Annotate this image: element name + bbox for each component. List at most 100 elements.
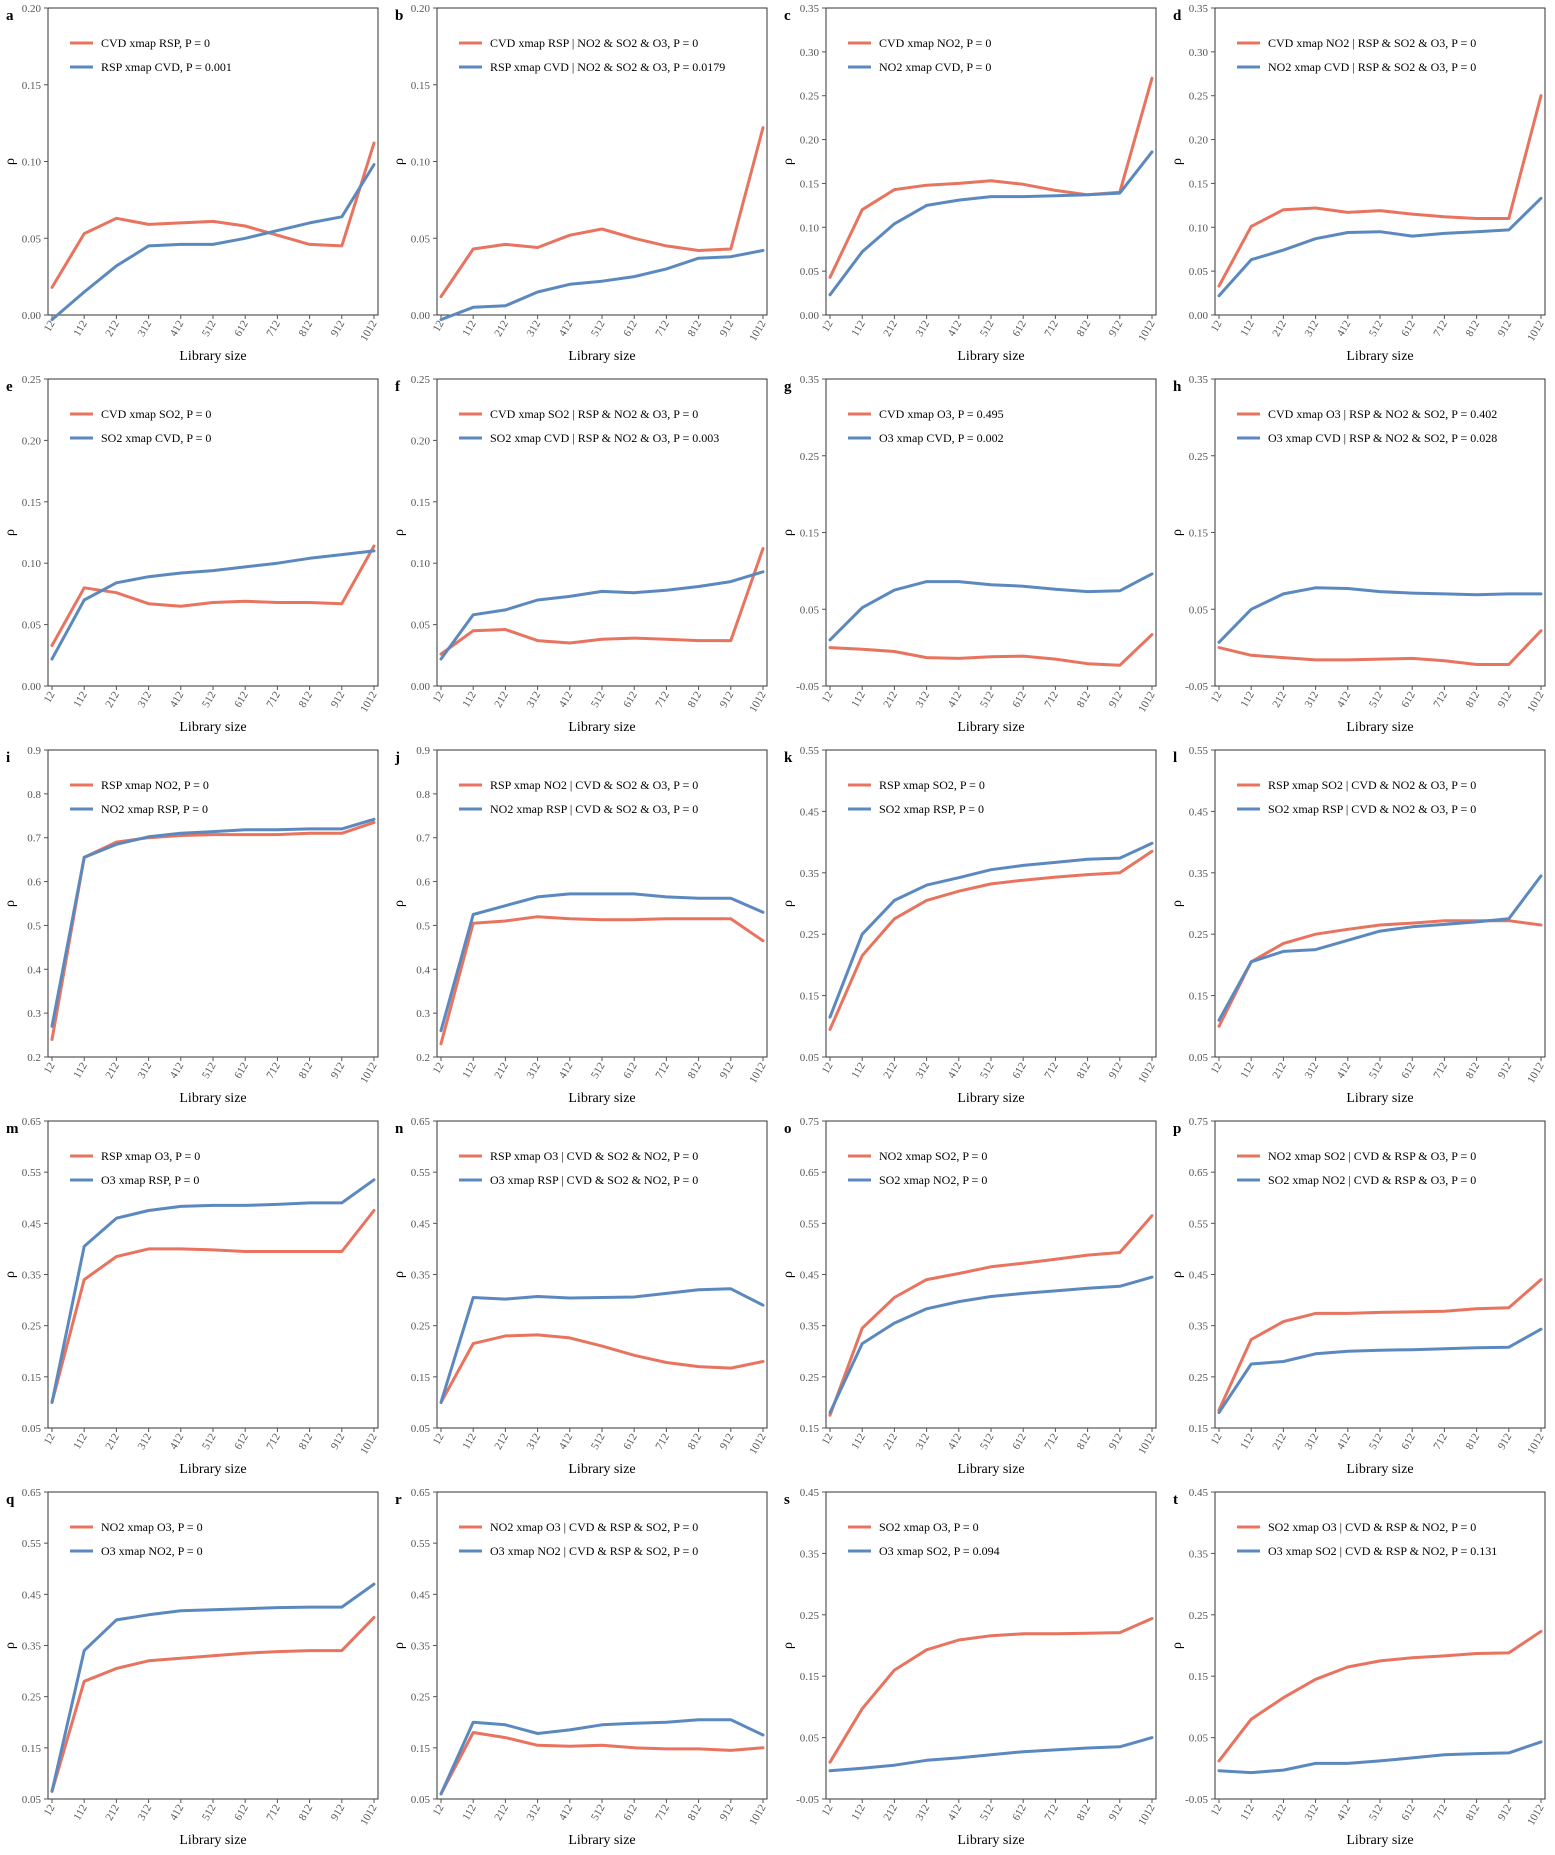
x-tick-label: 12 [820, 1432, 836, 1448]
x-tick-label: 512 [589, 1803, 608, 1823]
legend-entry: NO2 xmap SO2 | CVD & RSP & O3, P = 0 [1268, 1149, 1476, 1163]
y-tick-label: 0.35 [22, 1641, 42, 1653]
x-tick-label: 812 [686, 1803, 705, 1823]
x-tick-label: 612 [621, 1432, 640, 1452]
y-tick-label: 0.15 [1189, 178, 1209, 190]
chart-panel-a: a 0.00 0.05 0.10 0.15 0.20 12 112 212 312 412 512 61… [0, 0, 389, 371]
x-tick-label: 712 [653, 690, 672, 710]
y-tick-label: 0.45 [411, 1218, 431, 1230]
x-tick-label: 1012 [1136, 690, 1157, 715]
chart-svg-r: r 0.05 0.15 0.25 0.35 0.45 0.55 0.65 12 112 212 312… [392, 1487, 769, 1848]
x-tick-label: 912 [718, 1803, 737, 1823]
x-tick-label: 412 [1335, 1803, 1354, 1823]
x-axis-title: Library size [179, 720, 246, 735]
y-tick-label: 0.15 [800, 1423, 820, 1435]
x-tick-label: 912 [718, 319, 737, 339]
y-tick-label: 0.75 [1189, 1116, 1209, 1128]
series-line-1 [50, 1615, 376, 1793]
x-tick-label: 812 [1464, 1803, 1483, 1823]
y-axis-title: ρ [1170, 1642, 1185, 1649]
chart-svg-d: d 0.00 0.05 0.10 0.15 0.20 0.25 0.30 0.35 12 112 21… [1170, 3, 1547, 364]
x-tick-label: 612 [621, 690, 640, 710]
series-line-1 [1217, 1278, 1543, 1412]
x-tick-label: 712 [1042, 1803, 1061, 1823]
chart-panel-f: f 0.00 0.05 0.10 0.15 0.20 0.25 12 112 212 312 412 5… [389, 371, 778, 742]
x-tick-label: 912 [718, 1432, 737, 1452]
y-tick-label: 0.45 [800, 806, 820, 818]
y-tick-label: 0.35 [22, 1270, 42, 1282]
y-tick-label: 0.65 [411, 1487, 431, 1499]
x-tick-label: 412 [1335, 690, 1354, 710]
x-tick-label: 12 [431, 1432, 447, 1448]
x-tick-label: 12 [431, 1803, 447, 1819]
chart-panel-q: q 0.05 0.15 0.25 0.35 0.45 0.55 0.65 12 112 212 312… [0, 1484, 389, 1855]
x-tick-label: 612 [1010, 319, 1029, 339]
x-tick-label: 1012 [358, 690, 379, 715]
x-tick-label: 1012 [358, 1432, 379, 1457]
x-tick-label: 812 [686, 690, 705, 710]
x-axis-title: Library size [1346, 1462, 1413, 1477]
x-tick-label: 512 [978, 1061, 997, 1081]
x-tick-label: 112 [460, 1432, 478, 1452]
panel-label: h [1173, 379, 1182, 395]
plot-frame [47, 1120, 379, 1429]
x-tick-label: 12 [431, 319, 447, 335]
legend-entry: CVD xmap RSP, P = 0 [101, 36, 210, 50]
y-tick-label: 0.15 [411, 1743, 431, 1755]
x-tick-label: 912 [1107, 319, 1126, 339]
legend-entry: RSP xmap NO2, P = 0 [101, 778, 209, 792]
x-tick-label: 12 [42, 1061, 58, 1077]
y-tick-label: 0.25 [800, 1610, 820, 1622]
x-tick-label: 112 [849, 1432, 867, 1452]
x-tick-label: 12 [820, 690, 836, 706]
y-axis-title: ρ [781, 1642, 796, 1649]
plot-frame [825, 378, 1157, 687]
legend-entry: SO2 xmap O3, P = 0 [879, 1520, 979, 1534]
x-tick-label: 512 [589, 319, 608, 339]
x-tick-label: 712 [1431, 1061, 1450, 1081]
y-axis-title: ρ [781, 900, 796, 907]
y-tick-label: 0.25 [22, 1692, 42, 1704]
x-axis-title: Library size [179, 1833, 246, 1848]
y-tick-label: 0.05 [800, 1733, 820, 1745]
series-line-1 [1217, 94, 1543, 288]
x-tick-label: 12 [820, 1061, 836, 1077]
y-tick-label: 0.20 [411, 435, 431, 447]
y-tick-label: 0.30 [1189, 47, 1209, 59]
x-tick-label: 112 [849, 690, 867, 710]
x-tick-label: 212 [103, 1803, 122, 1823]
y-tick-label: 0.25 [1189, 91, 1209, 103]
x-tick-label: 112 [1238, 319, 1256, 339]
y-tick-label: 0.05 [22, 1423, 42, 1435]
y-tick-label: 0.9 [416, 745, 430, 757]
y-axis-title: ρ [1170, 529, 1185, 536]
plot-frame [825, 1491, 1157, 1800]
x-tick-label: 312 [914, 1803, 933, 1823]
x-tick-label: 412 [168, 1061, 187, 1081]
x-tick-label: 312 [525, 1432, 544, 1452]
legend-entry: NO2 xmap SO2, P = 0 [879, 1149, 987, 1163]
chart-svg-f: f 0.00 0.05 0.10 0.15 0.20 0.25 12 112 212 312 412 5… [392, 374, 769, 735]
x-axis-title: Library size [568, 1833, 635, 1848]
x-tick-label: 312 [914, 1432, 933, 1452]
panel-label: p [1173, 1121, 1181, 1137]
x-tick-label: 512 [1367, 319, 1386, 339]
y-tick-label: 0.15 [411, 1372, 431, 1384]
legend-entry: NO2 xmap O3 | CVD & RSP & SO2, P = 0 [490, 1520, 698, 1534]
series-line-2 [439, 570, 765, 661]
x-tick-label: 612 [1010, 1432, 1029, 1452]
chart-svg-s: s -0.05 0.05 0.15 0.25 0.35 0.45 12 112 212 312 412… [781, 1487, 1158, 1848]
y-tick-label: 0.9 [27, 745, 41, 757]
x-tick-label: 1012 [1136, 319, 1157, 344]
x-tick-label: 212 [492, 690, 511, 710]
x-tick-label: 412 [557, 690, 576, 710]
y-tick-label: 0.25 [22, 1321, 42, 1333]
x-tick-label: 512 [200, 1061, 219, 1081]
y-axis-title: ρ [3, 900, 18, 907]
series-line-2 [828, 150, 1154, 297]
y-tick-label: 0.00 [411, 681, 431, 693]
x-tick-label: 712 [653, 1803, 672, 1823]
series-line-2 [828, 1736, 1154, 1773]
x-tick-label: 412 [946, 690, 965, 710]
x-tick-label: 712 [1431, 1803, 1450, 1823]
